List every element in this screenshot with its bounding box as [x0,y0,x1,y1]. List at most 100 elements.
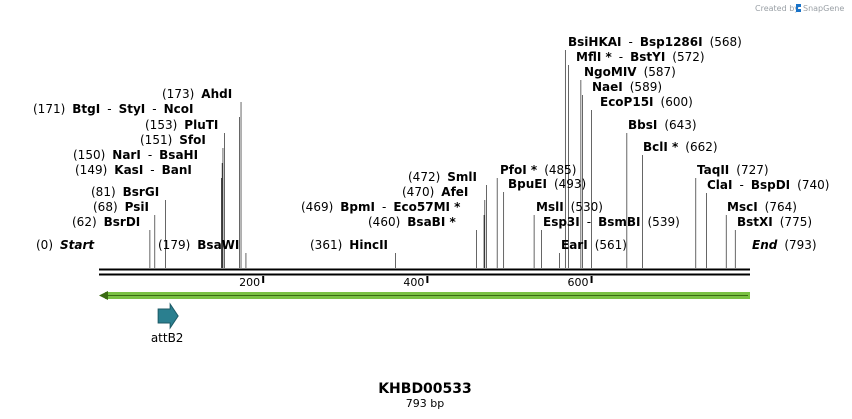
attb2-label: attB2 [151,331,184,345]
site-position: (153) [145,118,177,132]
site-enzyme-name: HincII [349,238,388,252]
site-enzyme-name: BsaHI [159,148,198,162]
site-enzyme-name: BstXI [737,215,773,229]
site-label[interactable]: MflI * - BstYI (572) [576,50,705,64]
site-label[interactable]: (0) Start [36,238,95,252]
attb2-arrow-icon[interactable] [157,302,179,330]
site-label[interactable]: End (793) [752,238,817,252]
site-label[interactable]: (470) AfeI [402,185,468,199]
credit-prefix: Created by [755,4,799,13]
site-position: (572) [672,50,704,64]
site-label[interactable]: (179) BsaWI [158,238,239,252]
site-labels: (0) Start (62) BsrDI(68) PsiI (81) BsrGI (149) K… [33,35,829,252]
site-label[interactable]: (150) NarI - BsaHI [73,148,198,162]
site-enzyme-name: KasI [114,163,143,177]
site-label[interactable]: (149) KasI - BanI [75,163,192,177]
site-label[interactable]: (460) BsaBI * [368,215,456,229]
site-enzyme-name: Bsp1286I [640,35,703,49]
credit-brand: SnapGene [803,4,844,13]
site-label[interactable]: (68) PsiI [93,200,149,214]
site-position: (727) [736,163,768,177]
site-label[interactable]: (361) HincII [310,238,388,252]
sequence-title: KHBD00533 [378,381,472,397]
site-label[interactable]: BclI * (662) [643,140,718,154]
site-position: (150) [73,148,105,162]
site-position: (740) [797,178,829,192]
site-enzyme-name: AfeI [441,185,468,199]
site-position: (793) [784,238,816,252]
site-enzyme-name: BspDI [751,178,790,192]
site-enzyme-name: NcoI [164,102,194,116]
site-position: (62) [72,215,97,229]
site-separator: - [739,178,743,192]
site-position: (472) [408,170,440,184]
site-enzyme-name: EcoP15I [600,95,654,109]
site-label[interactable]: PfoI * (485) [500,163,576,177]
site-label[interactable]: (173) AhdI [162,87,232,101]
site-position: (173) [162,87,194,101]
site-position: (775) [780,215,812,229]
site-separator: - [148,148,152,162]
site-label[interactable]: NgoMIV (587) [584,65,676,79]
site-separator: - [150,163,154,177]
site-position: (151) [140,133,172,147]
site-enzyme-name: PluTI [184,118,218,132]
site-enzyme-name: BpmI [340,200,375,214]
site-enzyme-name: Eco57MI * [393,200,461,214]
site-separator: - [587,215,591,229]
site-enzyme-name: PfoI * [500,163,538,177]
site-enzyme-name: SmlI [447,170,477,184]
site-enzyme-name: MscI [727,200,758,214]
site-position: (81) [91,185,116,199]
site-label[interactable]: EarI (561) [561,238,627,252]
site-position: (68) [93,200,118,214]
feature-attb2[interactable]: attB2 [151,302,184,345]
site-label[interactable]: (153) PluTI [145,118,218,132]
site-separator: - [152,102,156,116]
site-label[interactable]: Esp3I - BsmBI (539) [543,215,680,229]
site-enzyme-name: BclI * [643,140,679,154]
site-enzyme-name: Esp3I [543,215,580,229]
green-arrow-head [99,291,108,300]
site-enzyme-name: MslI [536,200,564,214]
site-label[interactable]: BsiHKAI - Bsp1286I (568) [568,35,742,49]
site-enzyme-name: SfoI [179,133,206,147]
site-position: (469) [301,200,333,214]
site-label[interactable]: BbsI (643) [628,118,697,132]
site-enzyme-name: BsiHKAI [568,35,622,49]
site-position: (149) [75,163,107,177]
site-label[interactable]: (472) SmlI [408,170,477,184]
site-label[interactable]: (151) SfoI [140,133,206,147]
site-position: (460) [368,215,400,229]
site-label[interactable]: (171) BtgI - StyI - NcoI [33,102,193,116]
site-label[interactable]: (62) BsrDI [72,215,140,229]
site-enzyme-name: StyI [119,102,146,116]
site-separator: - [619,50,623,64]
site-position: (587) [644,65,676,79]
site-position: (530) [571,200,603,214]
site-enzyme-name: End [752,238,778,252]
site-enzyme-name: MflI * [576,50,612,64]
site-label[interactable]: (81) BsrGI [91,185,159,199]
backbone-bottom-strand [99,273,750,276]
site-label[interactable]: NaeI (589) [592,80,662,94]
site-label[interactable]: TaqII (727) [697,163,769,177]
site-enzyme-name: PsiI [125,200,149,214]
site-label[interactable]: MscI (764) [727,200,797,214]
ruler-tick-label: 400 [403,276,424,289]
site-label[interactable]: EcoP15I (600) [600,95,693,109]
site-position: (0) [36,238,53,252]
site-label[interactable]: BstXI (775) [737,215,812,229]
site-label[interactable]: ClaI - BspDI (740) [707,178,829,192]
green-arrow-core [105,295,748,296]
site-separator: - [107,102,111,116]
site-position: (539) [648,215,680,229]
site-position: (179) [158,238,190,252]
site-label[interactable]: BpuEI (493) [508,177,586,191]
site-position: (485) [544,163,576,177]
site-label[interactable]: MslI (530) [536,200,603,214]
backbone-top-strand [99,268,750,271]
site-label[interactable]: (469) BpmI - Eco57MI * [301,200,461,214]
site-enzyme-name: BsmBI [598,215,640,229]
